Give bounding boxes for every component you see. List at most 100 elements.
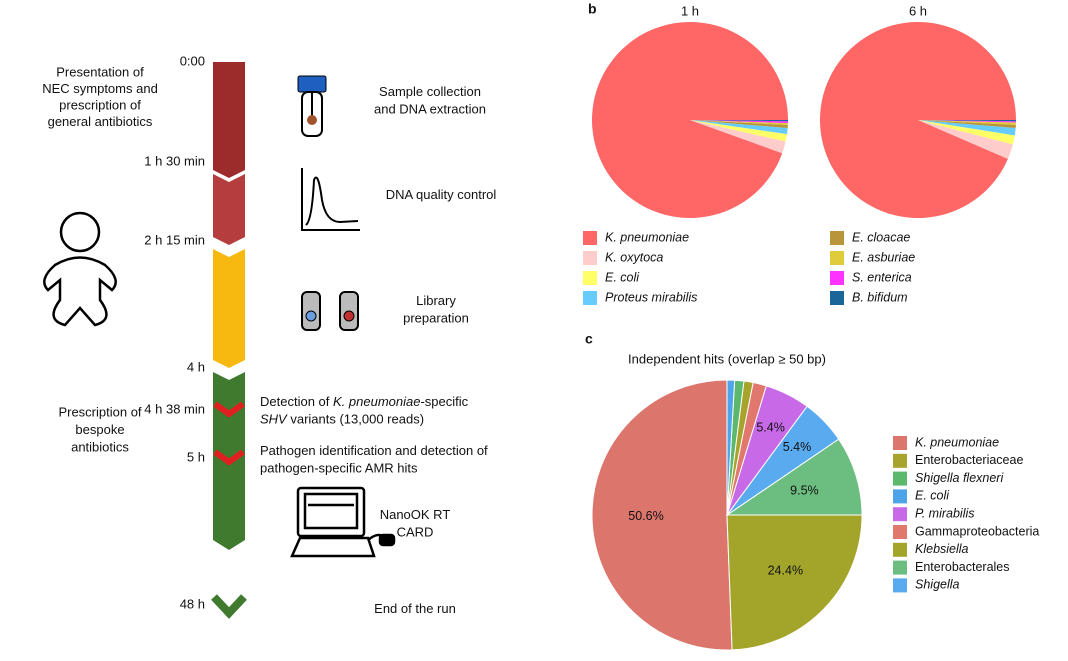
pie-slice [918, 120, 1016, 128]
chart-title: 1 h [681, 3, 699, 18]
pie-slice [690, 120, 788, 122]
text-run: Pathogen identification and detection of [260, 443, 488, 458]
legend-swatch [893, 507, 907, 522]
data-label: 24.4% [768, 563, 803, 577]
pie-slice [918, 120, 1015, 145]
legend-label: E. coli [915, 489, 950, 503]
text-run: preparation [403, 311, 469, 326]
pie-slice [690, 120, 788, 135]
arrow-segment [213, 249, 245, 368]
text-run: DNA quality control [386, 187, 497, 202]
text-run: SHV [260, 412, 288, 427]
note-line: general antibiotics [48, 114, 153, 129]
legend-label: K. oxytoca [605, 250, 663, 264]
text-run: NanoOK RT [380, 507, 451, 522]
legend-label: Klebsiella [915, 542, 969, 556]
legend-label: K. pneumoniae [605, 230, 689, 244]
note-line: antibiotics [71, 439, 129, 454]
legend-swatch [893, 525, 907, 539]
text-run: Sample collection [379, 84, 481, 99]
step-line: and DNA extraction [374, 102, 486, 117]
time-label: 48 h [180, 596, 205, 611]
pie-slice [918, 120, 1016, 125]
computer-icon [290, 486, 396, 558]
note-line: prescription of [59, 97, 141, 112]
legend-label: K. pneumoniae [915, 435, 999, 449]
time-label: 0:00 [180, 53, 205, 68]
step-line: Pathogen identification and detection of [260, 443, 488, 458]
baby-icon [43, 211, 117, 327]
step-line: CARD [397, 525, 434, 540]
legend-label: Shigella flexneri [915, 471, 1004, 485]
text-run: Detection of [260, 394, 333, 409]
pie-slice [591, 379, 733, 651]
step-line: NanoOK RT [380, 507, 451, 522]
legend-swatch [583, 271, 597, 285]
legend-swatch [583, 231, 597, 245]
text-run: Library [416, 293, 456, 308]
pie-slice [592, 21, 788, 218]
pie-slice [690, 120, 788, 124]
pie-slice [820, 21, 1016, 218]
legend-swatch [893, 471, 907, 486]
chart-title: 6 h [909, 3, 927, 18]
data-label: 5.4% [783, 440, 812, 454]
pie-slice [918, 120, 1016, 122]
pie-slice [918, 120, 1016, 123]
legend-swatch [893, 489, 907, 504]
note-line: Presentation of [56, 64, 144, 79]
pie-slice [726, 514, 863, 651]
note-line: Prescription of [58, 404, 141, 419]
library-icon [301, 291, 359, 331]
legend-label: P. mirabilis [915, 506, 975, 520]
legend-label: S. enterica [852, 270, 912, 284]
panel-label: b [588, 1, 597, 17]
tube-icon [297, 75, 327, 137]
chart-title: Independent hits (overlap ≥ 50 bp) [628, 351, 826, 366]
legend-swatch [830, 271, 844, 285]
step-line: DNA quality control [386, 187, 497, 202]
arrow-segment [213, 174, 245, 245]
step-line: preparation [403, 311, 469, 326]
legend-swatch [830, 231, 844, 245]
marker [213, 401, 245, 418]
legend-swatch [893, 578, 907, 593]
step-line: pathogen-specific AMR hits [260, 461, 418, 476]
data-label: 5.4% [756, 420, 785, 434]
pie-slice [690, 120, 787, 142]
pie-slice [690, 120, 786, 154]
time-label: 4 h [187, 359, 205, 374]
marker [213, 449, 245, 466]
legend-label: Shigella [915, 578, 960, 592]
time-label: 2 h 15 min [144, 232, 205, 247]
legend-swatch [893, 453, 907, 468]
legend-label: E. coli [605, 270, 640, 284]
step-line: Library [416, 293, 456, 308]
step-line: Sample collection [379, 84, 481, 99]
legend-label: Enterobacterales [915, 560, 1010, 574]
legend-label: E. cloacae [852, 230, 910, 244]
legend-label: Gammaproteobacteria [915, 524, 1039, 538]
time-label: 5 h [187, 449, 205, 464]
legend-swatch [893, 560, 907, 575]
qc-icon [301, 168, 360, 231]
legend-swatch [830, 251, 844, 265]
text-run: and DNA extraction [374, 102, 486, 117]
legend-label: Enterobacteriaceae [915, 453, 1023, 467]
step-line: Detection of K. pneumoniae-specific [260, 394, 469, 409]
time-label: 4 h 38 min [144, 401, 205, 416]
end-chevron [211, 594, 247, 619]
legend-swatch [893, 542, 907, 557]
text-run: K. pneumoniae [333, 394, 420, 409]
legend-swatch [583, 291, 597, 305]
legend-label: E. asburiae [852, 250, 915, 264]
step-line: SHV variants (13,000 reads) [260, 412, 424, 427]
pie-slice [690, 120, 788, 125]
pie-slice [918, 120, 1013, 159]
data-label: 50.6% [628, 509, 663, 523]
text-run: End of the run [374, 601, 456, 616]
text-run: variants (13,000 reads) [287, 412, 424, 427]
time-label: 1 h 30 min [144, 153, 205, 168]
note-line: NEC symptoms and [42, 81, 158, 96]
